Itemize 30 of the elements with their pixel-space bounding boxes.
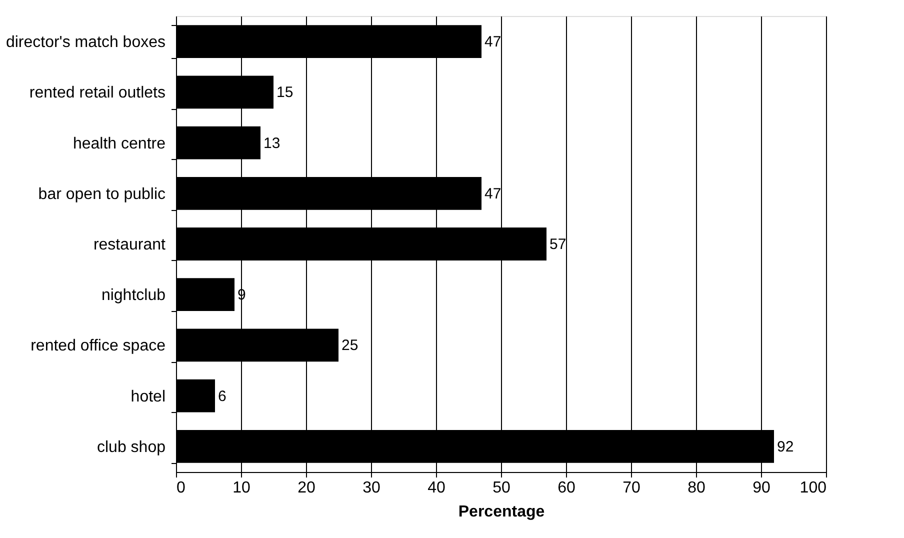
y-tick-label: bar open to public	[38, 186, 166, 203]
x-tick-label: 40	[428, 480, 446, 496]
x-tick-label: 100	[800, 480, 827, 496]
y-tick-label: health centre	[72, 135, 166, 152]
x-tick-label: 0	[176, 480, 186, 496]
bar	[176, 278, 234, 312]
data-label: 47	[484, 34, 502, 51]
y-tick-label: director's match boxes	[6, 34, 166, 52]
y-tick-label: rented retail outlets	[29, 84, 166, 102]
y-tick-label: restaurant	[93, 236, 166, 254]
data-label: 57	[550, 236, 566, 253]
x-tick-label: 50	[492, 480, 510, 496]
x-tick-label: 70	[622, 480, 640, 496]
x-tick-label: 20	[298, 480, 316, 496]
x-tick-label: 30	[362, 480, 380, 496]
data-label: 15	[276, 84, 294, 102]
data-label: 47	[484, 185, 502, 202]
data-label: 6	[218, 388, 226, 405]
x-tick-label: 60	[558, 480, 576, 496]
y-tick-label: rented office space	[30, 338, 166, 355]
y-tick-label: nightclub	[101, 287, 166, 304]
x-tick-label: 90	[752, 480, 770, 496]
y-tick-label: hotel	[130, 388, 166, 406]
data-label: 13	[264, 134, 280, 152]
x-axis-title: Percentage	[458, 504, 545, 520]
data-label: 92	[777, 438, 794, 456]
data-label: 25	[342, 337, 358, 354]
x-tick-label: 80	[688, 480, 706, 496]
x-tick-label: 10	[232, 480, 250, 496]
y-tick-label: club shop	[97, 438, 166, 456]
